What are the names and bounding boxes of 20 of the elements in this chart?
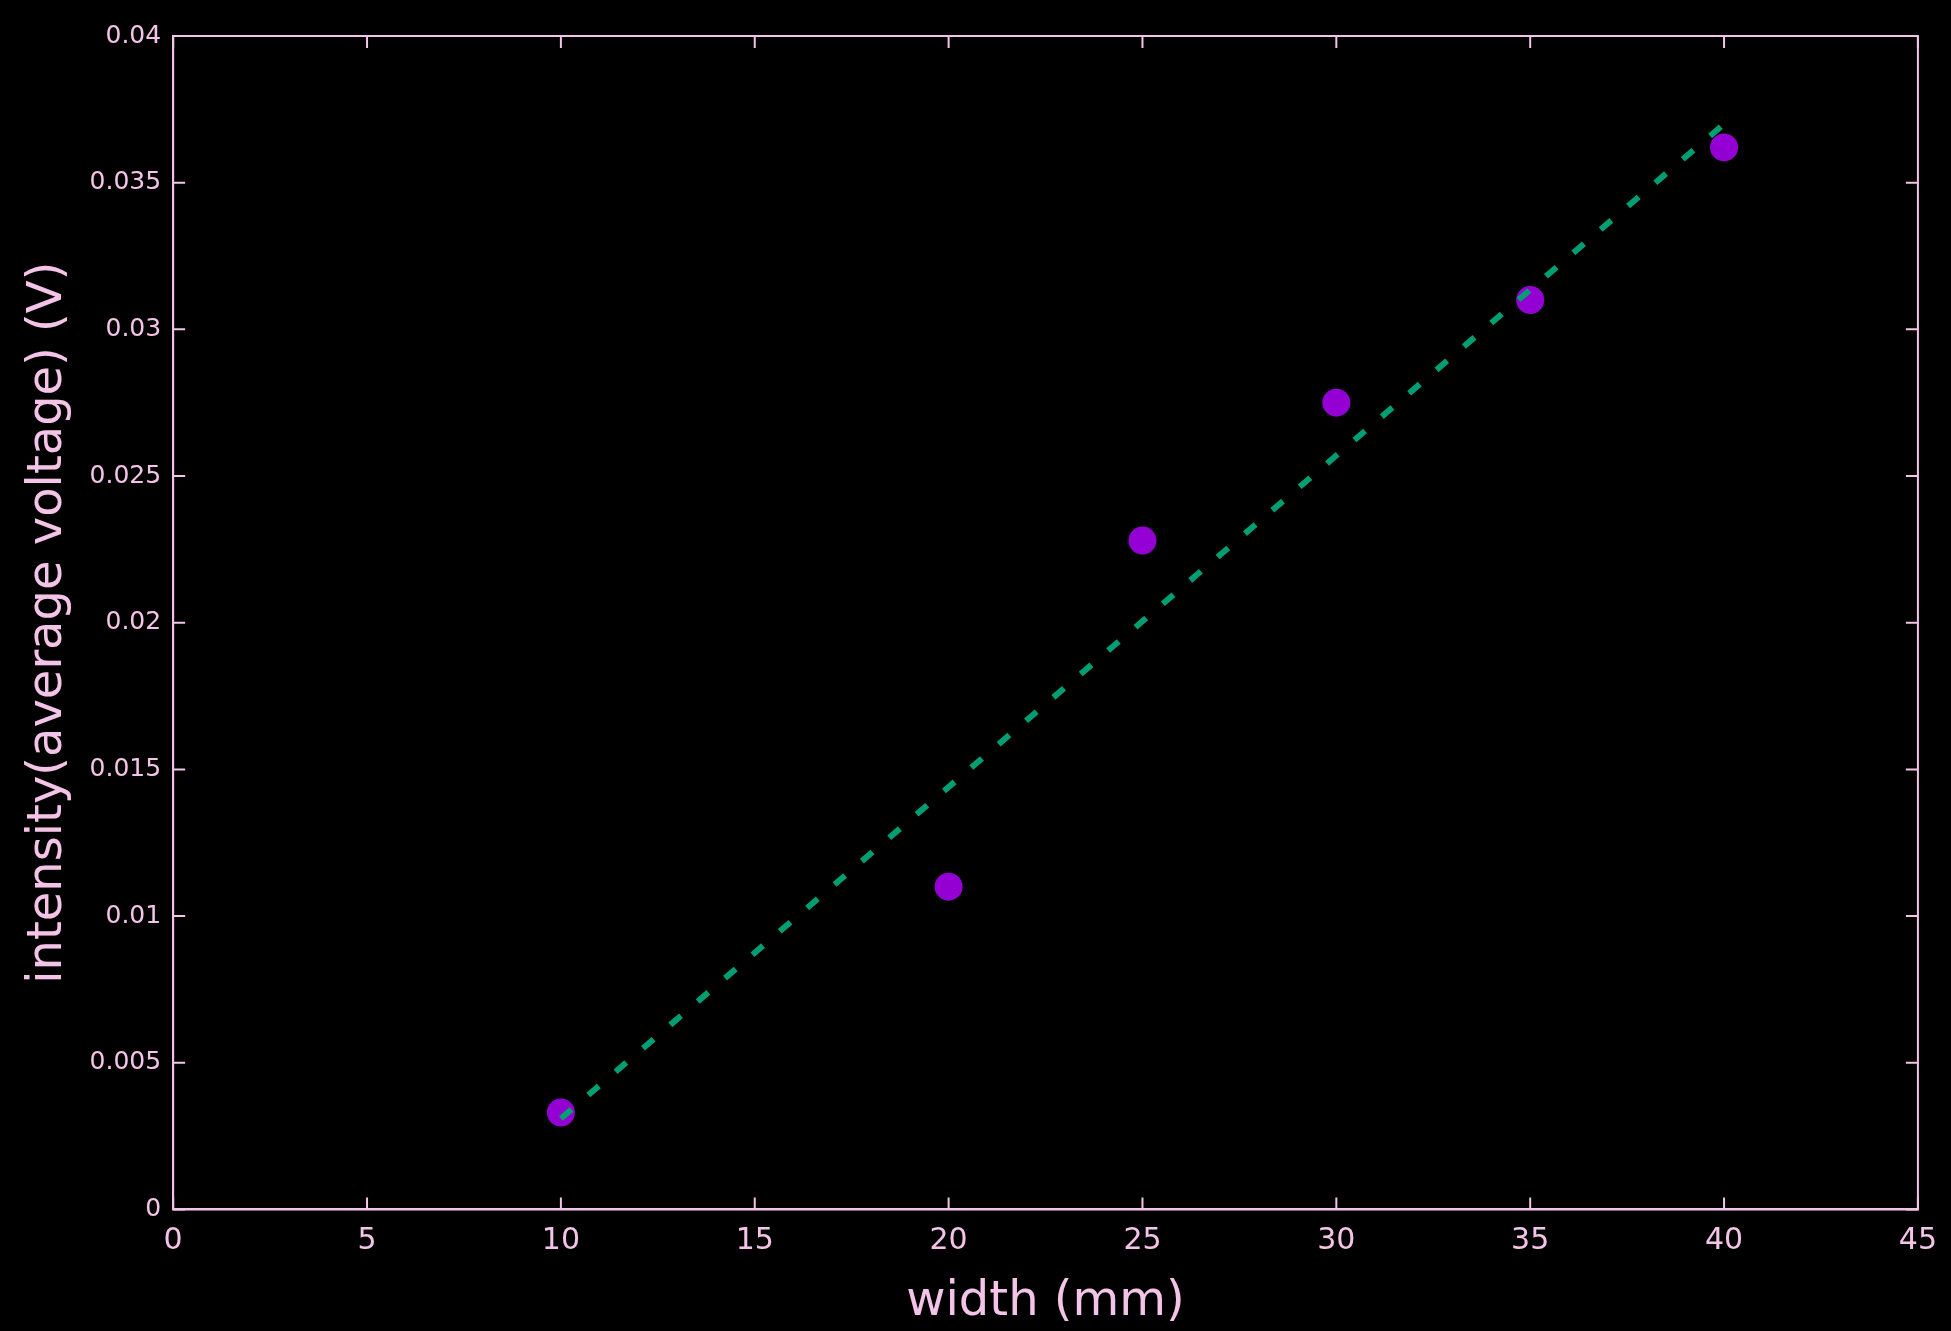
x-tick-label: 10 (541, 1221, 580, 1257)
y-tick-label: 0.035 (89, 166, 162, 196)
x-tick-label: 20 (929, 1221, 968, 1257)
y-tick-label: 0.02 (105, 606, 162, 636)
x-tick-label: 5 (357, 1221, 377, 1257)
y-tick-label: 0.005 (89, 1046, 162, 1076)
y-tick-label: 0.015 (89, 752, 162, 782)
y-tick-label: 0.03 (105, 312, 162, 342)
x-tick-label: 30 (1317, 1221, 1356, 1257)
x-tick-label: 45 (1898, 1221, 1938, 1257)
x-axis-title: width (mm) (906, 1269, 1185, 1326)
x-tick-label: 40 (1704, 1221, 1744, 1257)
y-axis-title: intensity(average voltage) (V) (16, 261, 73, 984)
y-tick-label: 0.025 (89, 459, 162, 489)
y-tick-label: 0 (145, 1192, 162, 1222)
x-tick-label: 15 (735, 1221, 774, 1257)
x-tick-label: 35 (1511, 1221, 1550, 1257)
y-tick-label: 0.04 (105, 19, 162, 49)
x-tick-label: 25 (1123, 1221, 1162, 1257)
y-tick-label: 0.01 (105, 899, 162, 929)
